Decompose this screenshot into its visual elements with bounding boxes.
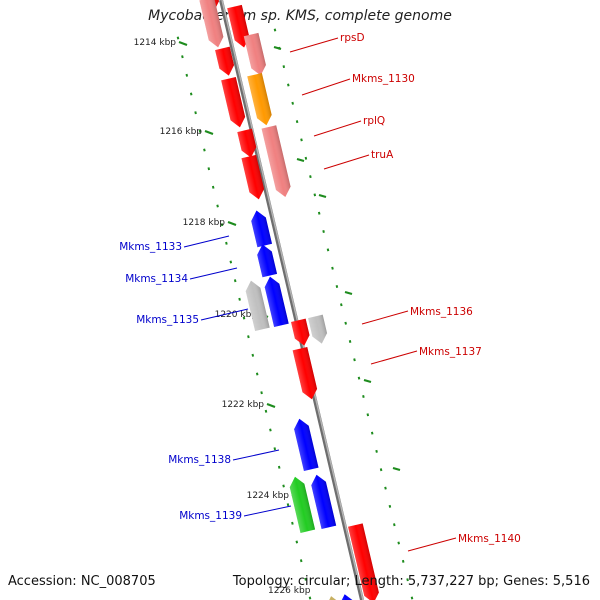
gene-label-Mkms_1134[interactable]: Mkms_1134 [125,273,188,285]
major-tick [296,157,305,163]
major-tick [178,40,188,47]
gene-label-Mkms_1139[interactable]: Mkms_1139 [179,510,242,522]
major-tick [273,45,282,51]
gene-arrow-Mkms_1137[interactable] [292,346,319,401]
gene-arrow-rpsD[interactable] [243,32,268,77]
leader-line [232,449,280,461]
major-tick [344,290,353,296]
gene-label-Mkms_1138[interactable]: Mkms_1138 [168,454,231,466]
kbp-label: 1218 kbp [183,218,226,228]
gene-arrow-Mkms_1130[interactable] [221,76,247,129]
gene-arrow-partial[interactable] [227,4,251,49]
gene-arrow-rplQ-2[interactable] [241,154,266,201]
leader-line [301,78,351,96]
gene-arrow-Mkms_1135-grey[interactable] [244,279,270,332]
gene-arrow-Mkms_1136-grey[interactable] [308,314,329,346]
gene-label-Mkms_1133[interactable]: Mkms_1133 [119,241,182,253]
leader-line [407,537,457,552]
tick-track-left [176,36,312,600]
major-tick [227,220,237,227]
leader-line [289,37,339,53]
gene-label-Mkms_1140[interactable]: Mkms_1140 [458,533,521,545]
kbp-label: 1220 kbp [215,310,258,320]
gene-arrow-Mkms_1139[interactable] [309,473,337,529]
major-tick [363,378,372,384]
kbp-label-clipped: 1226 kbp [268,586,311,596]
gene-arrow-partial-bottom[interactable] [337,592,356,600]
gene-label-truA[interactable]: truA [371,149,394,161]
gene-label-Mkms_1137[interactable]: Mkms_1137 [419,346,482,358]
gene-arrow-Mkms_1133[interactable] [249,209,273,248]
gene-arrow-Mkms_1140[interactable] [348,523,381,600]
leader-line [370,350,418,365]
leader-line [361,310,409,325]
leader-line [183,235,230,248]
gene-arrow-partial[interactable] [199,0,225,49]
leader-line [189,267,238,280]
gene-arrow-Mkms_1134[interactable] [255,243,278,278]
leader-line [243,505,292,517]
kbp-label: 1222 kbp [222,400,265,410]
kbp-label: 1216 kbp [160,127,203,137]
gene-arrow-Mkms_1136[interactable] [291,318,312,348]
gene-arrow-Mkms_1135[interactable] [263,275,289,328]
gene-arrow-rpsD-extra[interactable] [215,46,236,78]
gene-arrow-rplQ[interactable] [237,128,258,160]
leader-line [313,120,362,137]
leader-line [200,308,249,321]
gene-label-rplQ[interactable]: rplQ [363,115,385,127]
tick-track-right [273,28,414,600]
kbp-label: 1224 kbp [247,491,290,501]
gene-arrow-truA[interactable] [261,125,293,199]
major-tick [392,466,401,472]
kbp-label: 1214 kbp [134,38,177,48]
major-tick [318,193,327,199]
gene-arrow-Mkms_1130[interactable] [247,72,273,127]
gene-arrow-Mkms_1138[interactable] [292,417,319,472]
gene-label-Mkms_1130[interactable]: Mkms_1130 [352,73,415,85]
genome-summary-text: Topology: circular; Length: 5,737,227 bp… [232,574,590,589]
major-tick [266,402,276,409]
accession-text: Accession: NC_008705 [8,574,156,589]
leader-line [323,154,370,170]
gene-arrow-Mkms_1139-green[interactable] [288,475,316,533]
gene-label-Mkms_1135[interactable]: Mkms_1135 [136,314,199,326]
gene-label-rpsD[interactable]: rpsD [340,32,365,44]
gene-arrow-partial-bottom[interactable] [324,594,342,600]
major-tick [204,129,214,136]
gene-label-Mkms_1136[interactable]: Mkms_1136 [410,306,473,318]
genome-backbone [219,0,364,600]
